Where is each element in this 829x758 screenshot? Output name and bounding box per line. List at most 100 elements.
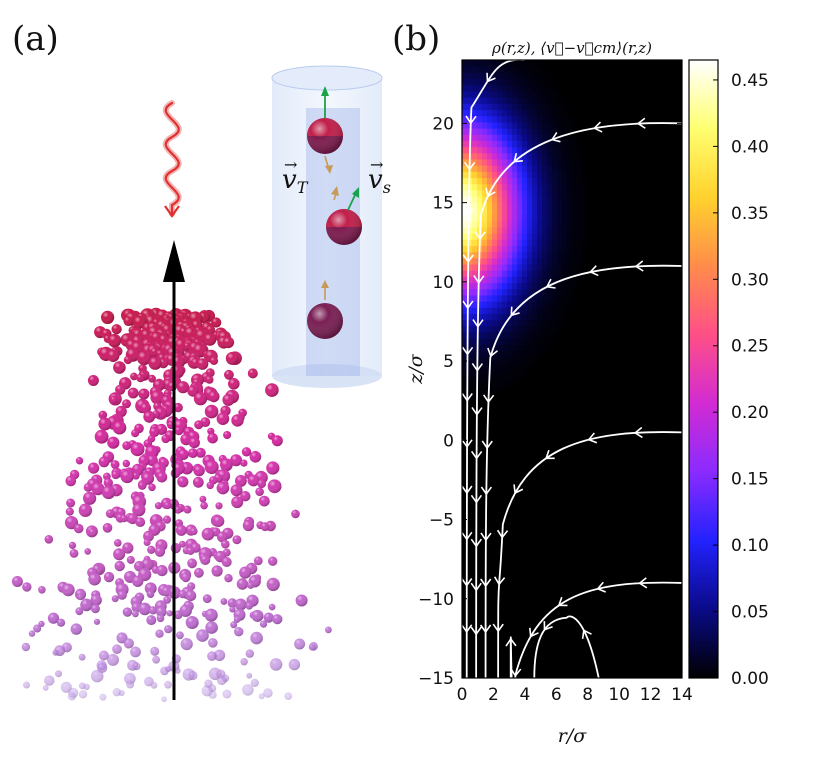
heatmap-cell (482, 177, 488, 185)
particle-shade (203, 333, 217, 346)
heatmap-cell (507, 356, 513, 364)
heatmap-cell (532, 152, 538, 160)
heatmap-cell (502, 121, 508, 129)
particle-shade (73, 523, 84, 534)
heatmap-cell (507, 202, 513, 209)
particle-shade (188, 437, 200, 449)
heatmap-cell (557, 177, 563, 185)
streamline-arrowhead (510, 306, 520, 317)
heatmap-cell (467, 381, 473, 389)
particle-shade (174, 505, 183, 514)
heatmap-cell (492, 183, 498, 191)
heatmap-cell (512, 183, 518, 191)
heatmap-cell (527, 195, 533, 203)
heatmap-cell (522, 270, 528, 277)
heatmap-cell (472, 97, 478, 104)
heatmap-cell (512, 239, 518, 246)
heatmap-cell (462, 177, 468, 185)
particle-shade (216, 675, 227, 686)
particle-shade (120, 514, 128, 523)
particle-shade (88, 462, 100, 474)
heatmap-cell (562, 115, 568, 123)
heatmap-cell (517, 140, 523, 148)
heatmap-cell (577, 146, 583, 154)
heatmap-cell (547, 72, 553, 80)
particle-shade (222, 336, 235, 349)
heatmap-cell (462, 251, 468, 259)
heatmap-cell (477, 109, 483, 117)
particle-shade (44, 535, 54, 544)
heatmap-cell (462, 381, 468, 389)
heatmap-cell (522, 226, 528, 234)
heatmap-cell (567, 158, 573, 166)
heatmap-cell (462, 350, 468, 358)
heatmap-cell (467, 307, 473, 314)
heatmap-cell (517, 356, 523, 364)
heatmap-cell (477, 338, 483, 345)
heatmap-cell (562, 301, 568, 308)
heatmap-cell (547, 257, 553, 265)
heatmap-cell (572, 233, 578, 240)
particle-shade (241, 447, 252, 457)
heatmap-cell (567, 276, 573, 284)
heatmap-cell (567, 208, 573, 216)
particle-shade (202, 594, 212, 603)
heatmap-cell (502, 214, 508, 222)
particle-shade (234, 598, 247, 611)
particle-shade (114, 560, 125, 572)
heatmap-cell (487, 276, 493, 284)
heatmap-cell (487, 239, 493, 246)
heatmap-cell (532, 97, 538, 104)
particle-shade (232, 535, 242, 545)
heatmap-cell (497, 165, 503, 172)
streamline-arrowhead (479, 624, 492, 634)
heatmap-cell (542, 146, 548, 154)
particle-shade (131, 429, 140, 438)
heatmap-cell (527, 325, 533, 333)
heatmap-cell (557, 313, 563, 321)
heatmap-cell (537, 183, 543, 191)
particle-shade (257, 479, 266, 489)
heatmap-cell (552, 127, 558, 135)
heatmap-cell (482, 195, 488, 203)
heatmap-cell (577, 233, 583, 240)
heatmap-cell (522, 294, 528, 302)
heatmap-cell (502, 165, 508, 172)
heatmap-cell (532, 183, 538, 191)
heatmap-cell (492, 97, 498, 104)
heatmap-cell (552, 140, 558, 148)
heatmap-cell (477, 84, 483, 92)
streamline-arrowhead (633, 426, 643, 439)
heatmap-cell (542, 115, 548, 123)
heatmap-cell (497, 251, 503, 259)
heatmap-cell (472, 338, 478, 345)
heatmap-cell (567, 140, 573, 148)
heatmap-cell (527, 313, 533, 321)
heatmap-cell (572, 276, 578, 284)
heatmap-cell (547, 220, 553, 228)
heatmap-cell (467, 362, 473, 370)
heatmap-cell (487, 387, 493, 395)
heatmap-cell (472, 208, 478, 216)
heatmap-cell (522, 171, 528, 179)
heatmap-cell (507, 344, 513, 352)
particle-shade (272, 614, 283, 625)
particle-shade (156, 565, 168, 577)
heatmap-cell (547, 121, 553, 129)
heatmap-cell (527, 208, 533, 216)
heatmap-cell (522, 251, 528, 259)
heatmap-cell (472, 134, 478, 141)
heatmap-cell (542, 233, 548, 240)
particle-shade (67, 692, 77, 701)
heatmap-cell (517, 103, 523, 111)
heatmap-cell (492, 369, 498, 376)
heatmap-cell (467, 239, 473, 246)
heatmap-cell (572, 257, 578, 265)
heatmap-cell (467, 90, 473, 98)
streamline-arrowhead (638, 577, 648, 589)
particle-shade (174, 426, 184, 436)
heatmap-cell (492, 103, 498, 111)
heatmap-cell (477, 313, 483, 321)
heatmap-cell (567, 251, 573, 259)
particle-shade (194, 567, 204, 578)
